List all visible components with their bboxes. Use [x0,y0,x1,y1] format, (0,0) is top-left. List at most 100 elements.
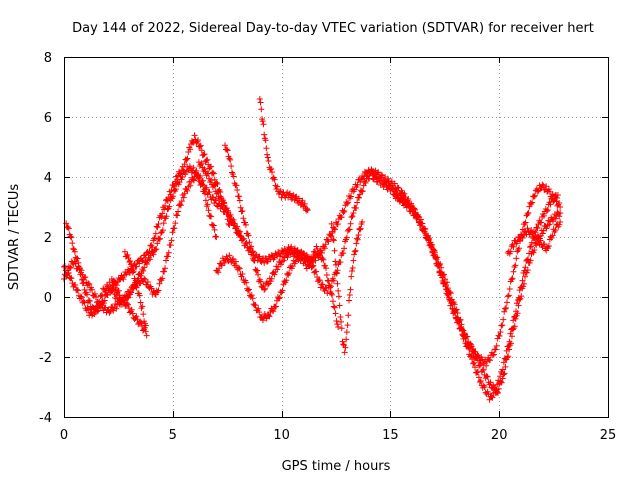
data-point [464,333,471,340]
data-point [137,272,144,279]
data-point [310,262,317,269]
data-point [292,258,299,265]
data-point [233,182,240,189]
data-point [544,207,551,214]
data-point [217,261,224,268]
data-point [296,195,303,202]
data-point [162,257,169,264]
data-point [101,297,108,304]
data-point [496,333,503,340]
data-point [71,248,78,255]
data-point [205,207,212,214]
data-point [552,215,559,222]
data-point [178,198,185,205]
data-point [264,154,271,161]
data-point [444,285,451,292]
data-point [473,353,480,360]
data-point [515,302,522,309]
data-point [421,228,428,235]
data-point [270,308,277,315]
data-point [349,264,356,271]
data-point [234,187,241,194]
x-tick-label: 25 [600,428,617,443]
data-point [211,182,218,189]
data-point [293,247,300,254]
data-point [274,266,281,273]
data-point [327,284,334,291]
data-point [113,305,120,312]
data-point [123,301,130,308]
data-point [213,234,220,240]
data-point [284,254,291,261]
data-point [500,316,507,323]
data-point [266,313,273,320]
data-point [210,170,217,177]
data-point [434,254,441,261]
data-point [70,245,77,252]
data-point [256,309,263,316]
data-point [262,137,269,144]
data-point [236,228,243,235]
data-point [391,180,398,187]
data-point [505,292,512,299]
data-point [204,156,211,163]
data-point [276,294,283,301]
data-point [231,220,238,227]
data-point [534,188,541,195]
data-point [508,276,515,283]
data-point [246,239,253,246]
data-point [340,209,347,216]
y-tick-label: 8 [44,51,52,66]
data-point [72,260,79,267]
data-point [359,219,366,225]
data-point [203,157,210,164]
data-point [498,322,505,329]
data-point [221,200,228,207]
data-point [223,205,230,212]
data-point [343,336,350,343]
data-point [91,310,98,317]
data-point [109,279,116,286]
data-point [195,172,202,179]
data-point [461,330,468,337]
data-point [154,240,161,247]
data-point [501,308,508,315]
data-point [347,220,354,227]
data-point [216,265,223,272]
data-point [260,121,267,128]
data-point [154,224,161,231]
data-point [313,268,320,275]
data-point [480,382,487,389]
data-point [232,258,239,265]
data-point [126,291,133,298]
data-point [325,238,332,245]
data-point [510,243,517,250]
data-point [531,246,538,253]
data-point [524,211,531,218]
data-point [332,258,339,265]
data-point [126,309,133,316]
data-point [108,286,115,293]
data-point [131,315,138,322]
data-point [107,308,114,315]
data-point [208,213,215,220]
data-point [230,216,237,223]
data-point [552,227,559,234]
data-point [315,254,322,261]
data-point [84,291,91,298]
data-point [172,220,179,227]
data-point [85,306,92,313]
data-point [210,181,217,188]
data-point [395,185,402,192]
data-point [161,268,168,275]
data-point [215,269,222,276]
data-point [160,220,167,227]
data-point [249,248,256,255]
data-point [438,264,445,271]
data-point [332,310,339,317]
data-point [157,235,164,242]
data-point [248,251,255,258]
data-point [261,259,268,266]
data-point [514,248,521,255]
data-point [226,222,233,228]
